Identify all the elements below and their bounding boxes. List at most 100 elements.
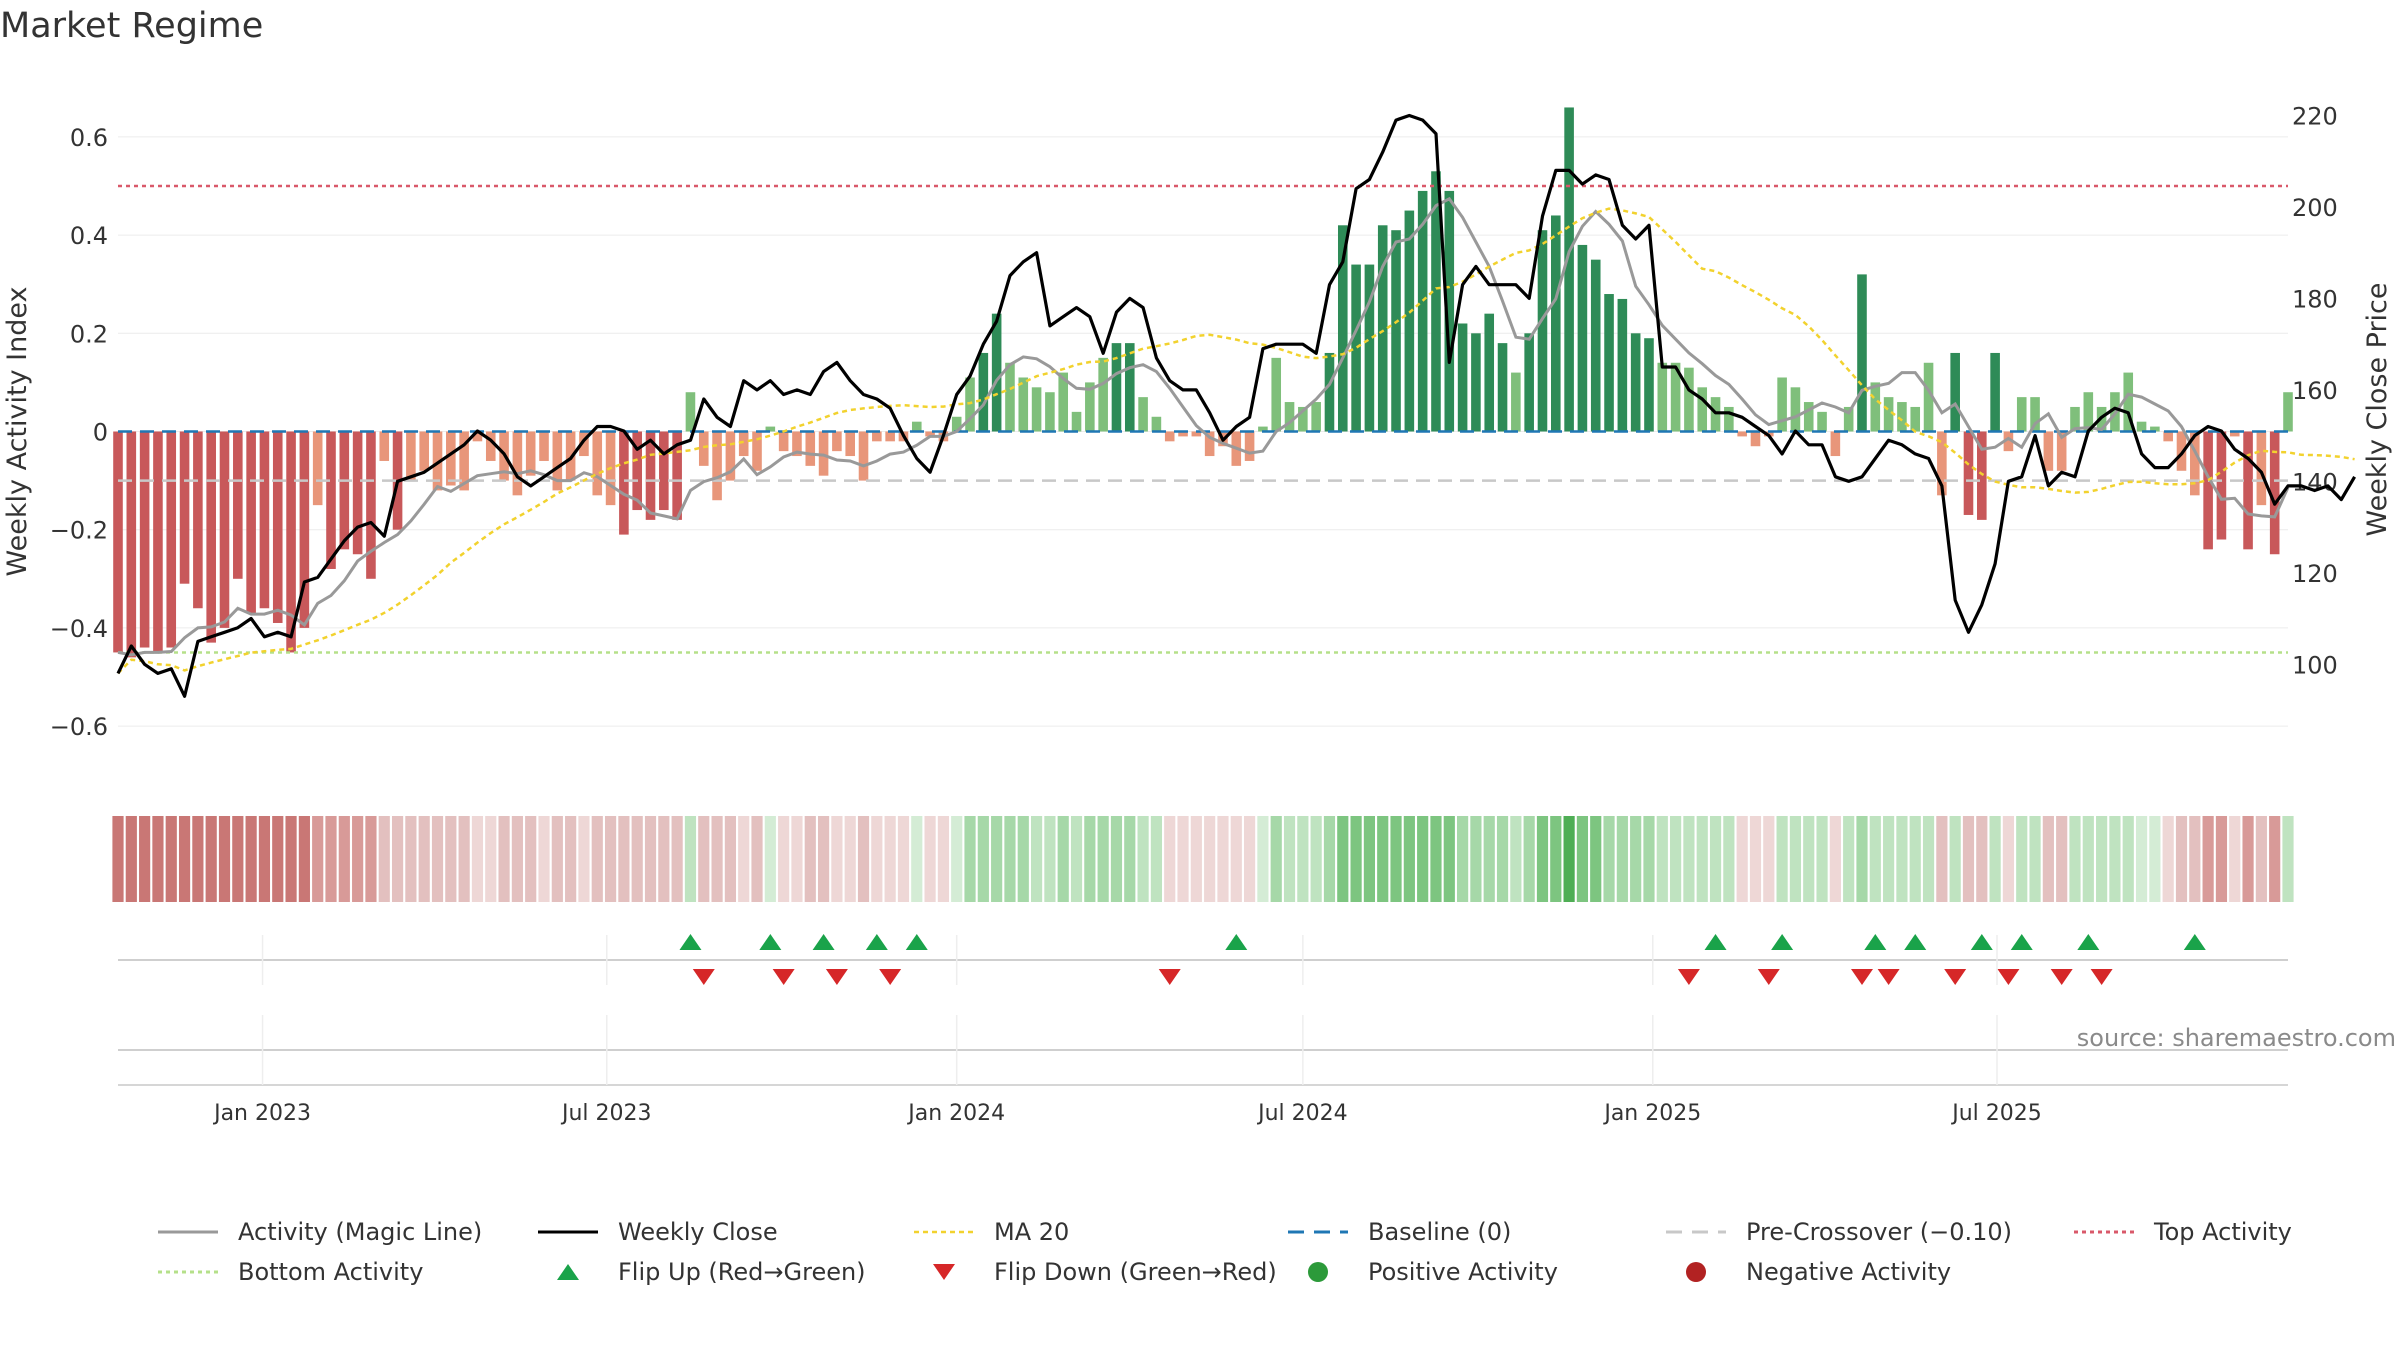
- activity-bar: [2136, 421, 2147, 432]
- legend-label: Flip Up (Red→Green): [618, 1258, 866, 1286]
- activity-bar: [485, 431, 496, 461]
- activity-bar: [1604, 294, 1614, 432]
- activity-magic-line: [117, 196, 2290, 657]
- heat-strip-cell: [312, 816, 324, 902]
- heat-strip-cell: [951, 816, 963, 902]
- activity-bar: [991, 313, 1002, 432]
- heat-strip-cell: [791, 816, 803, 902]
- x-tick-label: Jan 2024: [906, 1101, 1005, 1126]
- heat-strip-cell: [2282, 816, 2294, 902]
- heat-strip-cell: [218, 816, 231, 902]
- flip-down-marker: [1757, 969, 1780, 985]
- x-tick-label: Jan 2023: [212, 1101, 311, 1126]
- heat-strip-cell: [2042, 816, 2054, 902]
- activity-bar: [1298, 406, 1308, 432]
- left-tick-label: 0.4: [70, 222, 108, 250]
- heat-strip-cell: [1190, 816, 1202, 902]
- activity-bar: [765, 426, 776, 432]
- legend-label: MA 20: [994, 1218, 1070, 1246]
- activity-bar: [805, 431, 816, 466]
- activity-bar: [1404, 210, 1415, 432]
- heat-strip-cell: [1204, 816, 1216, 902]
- heat-strip-cell: [352, 816, 364, 902]
- heat-strip-cell: [2162, 816, 2174, 902]
- legend-swatch-activity-icon: [158, 1230, 218, 1234]
- x-tick-label: Jul 2024: [1256, 1101, 1348, 1126]
- flip-up-marker: [759, 934, 782, 950]
- heat-strip-cell: [2242, 816, 2254, 902]
- activity-bar: [219, 431, 230, 628]
- heat-strip-cell: [2082, 816, 2094, 902]
- left-tick-label: 0: [93, 419, 108, 447]
- activity-bar: [1151, 416, 1162, 432]
- heat-strip-cell: [325, 816, 337, 902]
- heat-strip-cell: [232, 816, 244, 902]
- flip-up-marker: [2010, 934, 2033, 950]
- activity-bar: [552, 431, 563, 491]
- activity-bar: [845, 431, 856, 457]
- activity-bar: [1377, 225, 1388, 432]
- heat-strip-cell: [778, 816, 790, 902]
- legend-label: Negative Activity: [1746, 1258, 1952, 1286]
- activity-bar: [2176, 431, 2187, 471]
- heat-strip-cell: [684, 816, 697, 902]
- heat-strip-cell: [1922, 816, 1935, 902]
- activity-bar: [698, 431, 709, 466]
- activity-bar: [1697, 387, 1708, 432]
- x-tick-label: Jan 2025: [1602, 1101, 1701, 1126]
- heat-strip-cell: [1670, 816, 1682, 902]
- flip-up-marker: [2183, 934, 2206, 950]
- legend-swatch-flip_up-icon: [557, 1264, 579, 1280]
- heat-strip-cell: [1057, 816, 1069, 902]
- legend-item-neg_dot: Negative Activity: [1664, 1258, 1951, 1286]
- activity-bar: [818, 431, 829, 476]
- heat-strip-cell: [1829, 816, 1841, 902]
- activity-bar: [712, 431, 722, 501]
- heat-strip-cell: [724, 816, 736, 902]
- activity-bar: [1670, 362, 1681, 432]
- activity-bar: [233, 431, 243, 579]
- heat-strip-cell: [844, 816, 856, 902]
- activity-bar: [2243, 431, 2253, 550]
- heat-strip-cell: [2096, 816, 2108, 902]
- heat-strip-cell: [1403, 816, 1415, 902]
- activity-bar: [113, 431, 123, 653]
- flip-up-marker: [1771, 934, 1794, 950]
- heat-strip-cell: [1363, 816, 1376, 902]
- activity-bar: [1524, 333, 1534, 432]
- heat-strip-cell: [1896, 816, 1908, 902]
- activity-bar: [1471, 333, 1481, 432]
- legend-swatch-pos_dot-icon: [1308, 1262, 1328, 1282]
- heat-strip-cell: [125, 816, 137, 902]
- activity-bar: [432, 431, 443, 491]
- flip-down-marker: [1877, 969, 1900, 985]
- flip-down-marker: [1158, 969, 1181, 985]
- heat-strip-cell: [1390, 816, 1402, 902]
- activity-bar: [1910, 406, 1921, 432]
- right-tick-label: 120: [2292, 560, 2338, 588]
- heat-strip-cell: [1816, 816, 1828, 902]
- heat-strip-cell: [1430, 816, 1442, 902]
- heat-strip-cell: [804, 816, 816, 902]
- activity-bar: [339, 431, 350, 550]
- legend-item-ma: MA 20: [912, 1218, 1069, 1246]
- activity-bar: [2150, 426, 2160, 432]
- activity-bar: [139, 431, 150, 648]
- heat-strip-cell: [1949, 816, 1961, 902]
- heat-strip-cell: [1164, 816, 1176, 902]
- heat-strip-cell: [1656, 816, 1668, 902]
- right-tick-label: 220: [2292, 102, 2338, 130]
- heat-strip-cell: [1936, 816, 1948, 902]
- heat-strip-cell: [1283, 816, 1296, 902]
- flip-up-marker: [1225, 934, 1248, 950]
- heat-strip-cell: [1044, 816, 1056, 902]
- heat-strip-cell: [458, 816, 470, 902]
- activity-bar: [1564, 107, 1574, 432]
- heat-strip-cell: [192, 816, 204, 902]
- x-tick-label: Jul 2023: [560, 1101, 652, 1126]
- activity-bar: [1724, 406, 1734, 432]
- heat-strip-cell: [977, 816, 989, 902]
- activity-bar: [1364, 264, 1375, 432]
- activity-bar: [1457, 323, 1468, 432]
